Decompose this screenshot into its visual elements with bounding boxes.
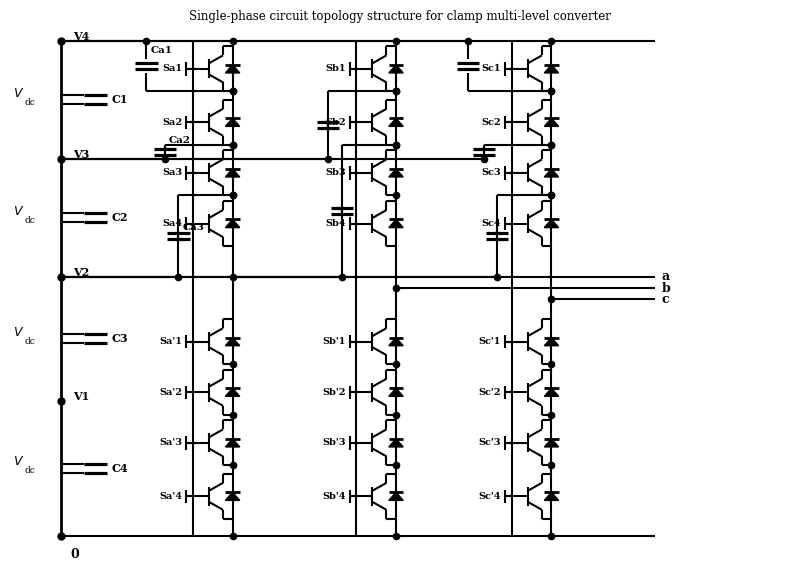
- Text: C1: C1: [111, 95, 128, 105]
- Text: b: b: [662, 282, 670, 295]
- Polygon shape: [544, 65, 558, 73]
- Polygon shape: [226, 220, 240, 228]
- Text: Sc'3: Sc'3: [478, 439, 502, 447]
- Polygon shape: [226, 492, 240, 500]
- Text: c: c: [662, 293, 669, 306]
- Text: Sa'2: Sa'2: [159, 388, 182, 397]
- Text: dc: dc: [25, 466, 35, 475]
- Polygon shape: [389, 337, 403, 346]
- Polygon shape: [389, 492, 403, 500]
- Polygon shape: [389, 388, 403, 396]
- Text: dc: dc: [25, 97, 35, 106]
- Polygon shape: [226, 439, 240, 447]
- Text: V4: V4: [73, 31, 90, 42]
- Text: Sb'2: Sb'2: [322, 388, 346, 397]
- Text: C4: C4: [111, 462, 128, 474]
- Text: Sb'1: Sb'1: [322, 337, 346, 346]
- Polygon shape: [544, 220, 558, 228]
- Polygon shape: [226, 337, 240, 346]
- Text: Ca1: Ca1: [150, 46, 173, 55]
- Text: Sa4: Sa4: [162, 219, 182, 228]
- Text: $V$: $V$: [14, 87, 25, 100]
- Text: dc: dc: [25, 216, 35, 225]
- Text: Sa'1: Sa'1: [159, 337, 182, 346]
- Text: Sa1: Sa1: [162, 65, 182, 74]
- Text: V1: V1: [73, 391, 90, 402]
- Polygon shape: [389, 439, 403, 447]
- Text: Sa2: Sa2: [162, 118, 182, 127]
- Polygon shape: [389, 65, 403, 73]
- Text: Sb1: Sb1: [326, 65, 346, 74]
- Polygon shape: [226, 65, 240, 73]
- Text: Sa'3: Sa'3: [159, 439, 182, 447]
- Text: Sc'4: Sc'4: [478, 492, 502, 501]
- Polygon shape: [226, 169, 240, 177]
- Polygon shape: [226, 388, 240, 396]
- Polygon shape: [389, 118, 403, 126]
- Text: Sb2: Sb2: [325, 118, 346, 127]
- Polygon shape: [389, 220, 403, 228]
- Text: Sa3: Sa3: [162, 169, 182, 177]
- Text: a: a: [662, 271, 670, 284]
- Text: 0: 0: [70, 548, 79, 561]
- Polygon shape: [226, 118, 240, 126]
- Text: Ca2: Ca2: [169, 136, 191, 145]
- Text: Sc2: Sc2: [482, 118, 502, 127]
- Text: Sb4: Sb4: [325, 219, 346, 228]
- Text: Sb3: Sb3: [325, 169, 346, 177]
- Text: Sc3: Sc3: [482, 169, 502, 177]
- Text: Sa'4: Sa'4: [159, 492, 182, 501]
- Text: dc: dc: [25, 337, 35, 346]
- Text: C3: C3: [111, 333, 128, 344]
- Text: $V$: $V$: [14, 205, 25, 218]
- Text: Sc'2: Sc'2: [478, 388, 502, 397]
- Polygon shape: [544, 337, 558, 346]
- Polygon shape: [544, 388, 558, 396]
- Text: Sc1: Sc1: [482, 65, 502, 74]
- Polygon shape: [544, 118, 558, 126]
- Polygon shape: [544, 439, 558, 447]
- Text: Sc4: Sc4: [482, 219, 502, 228]
- Text: Sb'3: Sb'3: [322, 439, 346, 447]
- Polygon shape: [389, 169, 403, 177]
- Text: $V$: $V$: [14, 455, 25, 468]
- Text: Sc'1: Sc'1: [479, 337, 502, 346]
- Text: Ca3: Ca3: [182, 223, 204, 232]
- Text: V2: V2: [73, 267, 90, 278]
- Polygon shape: [544, 169, 558, 177]
- Text: Single-phase circuit topology structure for clamp multi-level converter: Single-phase circuit topology structure …: [189, 10, 611, 23]
- Text: Sb'4: Sb'4: [322, 492, 346, 501]
- Text: V3: V3: [73, 149, 90, 160]
- Text: C2: C2: [111, 212, 128, 224]
- Polygon shape: [544, 492, 558, 500]
- Text: $V$: $V$: [14, 325, 25, 338]
